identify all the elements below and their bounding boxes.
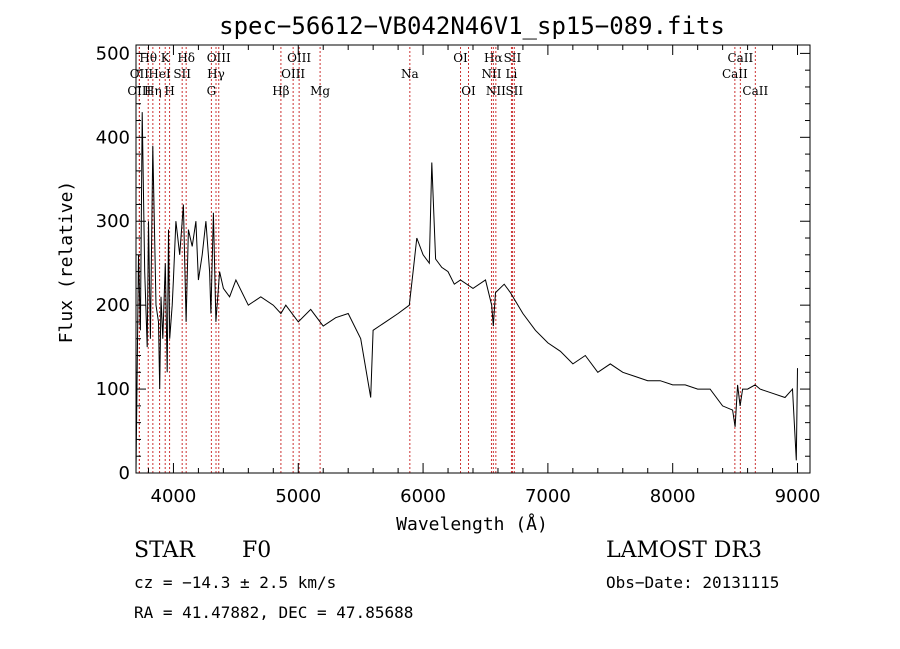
line-marker-label-20: NII	[481, 67, 501, 81]
line-marker-label-5: K	[161, 51, 171, 65]
line-marker-label-23: Li	[506, 67, 518, 81]
line-marker-label-25: CaII	[727, 51, 753, 65]
line-marker-label-3: Hη	[144, 84, 162, 98]
line-marker-label-4: HeI	[148, 67, 171, 81]
line-marker-label-2: OIII	[127, 84, 151, 98]
y-axis-label: Flux (relative)	[56, 181, 77, 344]
x-tick-label-4000: 4000	[151, 486, 197, 507]
line-marker-label-27: CaII	[742, 84, 768, 98]
x-tick-label-7000: 7000	[525, 486, 571, 507]
y-tick-label-500: 500	[96, 43, 130, 64]
line-marker-label-26: CaII	[722, 67, 748, 81]
line-marker-label-13: OIII	[287, 51, 311, 65]
line-marker-label-17: OI	[453, 51, 468, 65]
y-tick-label-100: 100	[96, 379, 130, 400]
observation-date: Obs−Date: 20131115	[606, 573, 780, 592]
line-marker-label-19: Hα	[484, 51, 503, 65]
axis-ticks: 4000 5000 6000 7000 8000 9000 0 100 200 300 400 500	[96, 43, 821, 507]
x-tick-label-6000: 6000	[400, 486, 446, 507]
chart-title: spec−56612−VB042N46V1_sp15−089.fits	[219, 12, 725, 40]
line-marker-label-8: Hδ	[177, 51, 195, 65]
x-tick-label-5000: 5000	[275, 486, 321, 507]
line-marker-label-9: OIII	[207, 51, 231, 65]
spectrum-line	[135, 112, 798, 474]
y-tick-label-400: 400	[96, 127, 130, 148]
line-marker-label-24: SII	[505, 84, 523, 98]
redshift-velocity: cz = −14.3 ± 2.5 km/s	[134, 573, 337, 592]
line-marker-label-1: OII	[130, 67, 150, 81]
y-tick-label-300: 300	[96, 211, 130, 232]
line-marker-label-16: Na	[401, 67, 419, 81]
line-marker-label-14: OIII	[281, 67, 305, 81]
survey-name: LAMOST DR3	[606, 538, 762, 563]
line-marker-label-11: G	[207, 84, 217, 98]
y-tick-label-200: 200	[96, 295, 130, 316]
y-tick-label-0: 0	[119, 463, 130, 484]
line-marker-label-15: Mg	[310, 84, 330, 98]
object-class: STAR	[134, 538, 195, 563]
x-tick-label-9000: 9000	[775, 486, 821, 507]
line-marker-label-0: Hθ	[139, 51, 157, 65]
line-marker-label-22: SII	[504, 51, 522, 65]
plot-frame	[135, 44, 811, 474]
line-marker-label-18: OI	[461, 84, 476, 98]
coordinates: RA = 41.47882, DEC = 47.85688	[134, 603, 414, 622]
line-marker-label-12: Hβ	[272, 84, 289, 98]
line-marker-label-21: NII	[486, 84, 506, 98]
line-marker-label-7: H	[164, 84, 174, 98]
x-axis-label: Wavelength (Å)	[396, 513, 548, 535]
x-tick-label-8000: 8000	[650, 486, 696, 507]
line-marker-label-10: Hγ	[207, 67, 225, 81]
object-subclass: F0	[242, 538, 272, 563]
line-marker-label-6: SII	[173, 67, 191, 81]
